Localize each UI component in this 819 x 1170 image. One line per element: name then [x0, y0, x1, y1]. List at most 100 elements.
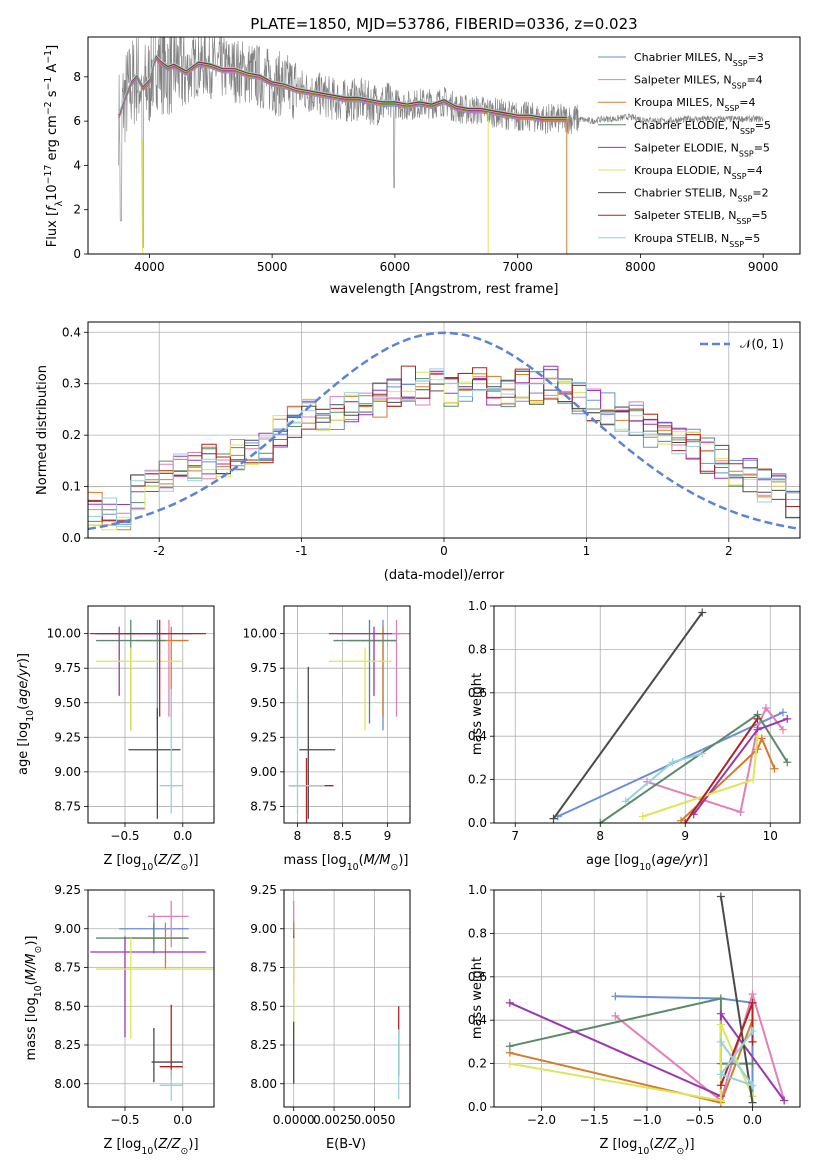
y-tick-label: 1.0 [468, 599, 487, 613]
x-axis-label: E(B-V) [326, 1137, 366, 1152]
y-tick-label: 8.50 [54, 999, 81, 1013]
age-z-axes: −0.5 0.0 8.75 9.00 9.25 9.50 9.75 10.00 Z [log10… [16, 605, 215, 873]
mass-weight-line [615, 995, 754, 1097]
mass-weight-line [680, 735, 776, 822]
y-tick-label: 9.25 [250, 883, 277, 897]
mass-weight-marker [783, 714, 792, 723]
y-tick-label: 0.0 [62, 531, 81, 545]
y-tick-label: 0.4 [62, 325, 81, 339]
x-axis-label: mass [log10(M/M⊙)] [284, 853, 409, 873]
residual-histogram [88, 368, 800, 527]
y-tick-label: 0.4 [468, 1013, 487, 1027]
plot-area [90, 619, 206, 819]
x-tick-label: −1.5 [580, 1113, 609, 1127]
y-tick-label: 0.2 [468, 773, 487, 787]
y-tick-label: 8.75 [54, 799, 81, 813]
legend-label: Salpeter STELIB, NSSP=5 [634, 209, 767, 226]
legend-label: Chabrier MILES, NSSP=3 [634, 51, 764, 68]
mass-weight-marker [748, 1059, 757, 1068]
x-axis-label: age [log10(age/yr)] [586, 853, 708, 873]
y-axis-label: mass [log10(M/M⊙)] [24, 936, 44, 1061]
legend-label: Salpeter MILES, NSSP=4 [634, 74, 763, 91]
mass-weight-marker [549, 814, 558, 823]
axes-frame [87, 889, 215, 1108]
y-tick-label: 10.00 [47, 627, 81, 641]
mass-weight-marker [748, 1027, 757, 1036]
mass-weight-marker [748, 1037, 757, 1046]
mass-weight-marker [698, 749, 707, 758]
x-tick-label: 8.5 [333, 829, 352, 843]
legend-label: Kroupa STELIB, NSSP=5 [634, 232, 760, 249]
mass-weight-marker [779, 708, 787, 717]
mass-weight-marker [770, 764, 779, 773]
x-tick-label: 8 [596, 829, 604, 843]
plot-area [118, 37, 764, 254]
y-tick-label: 9.25 [54, 730, 81, 744]
y-tick-label: 8.00 [250, 1077, 277, 1091]
plot-area [90, 900, 214, 1101]
mass-weight-marker [780, 1096, 789, 1105]
plot-area [293, 900, 400, 1100]
mass-weight-marker [716, 1009, 725, 1018]
mass-weight-marker [716, 994, 725, 1003]
y-tick-label: 9.00 [54, 765, 81, 779]
x-tick-label: 9000 [748, 260, 779, 274]
y-tick-label: 0 [73, 247, 81, 261]
y-tick-label: 8.25 [250, 1038, 277, 1052]
mass-weight-marker [505, 1059, 514, 1068]
y-tick-label: 2 [73, 203, 81, 217]
legend-label: Kroupa MILES, NSSP=4 [634, 96, 755, 113]
y-tick-label: 0.6 [468, 970, 487, 984]
mass-weight-marker [716, 1096, 725, 1105]
y-axis-label: Normed distribution [35, 365, 50, 495]
x-tick-label: 9 [384, 829, 392, 843]
mass-weight-line [509, 1019, 754, 1104]
x-tick-label: 8000 [625, 260, 656, 274]
y-axis-label: Flux [fλ10−17 erg cm−2 s−1 A−1] [43, 45, 65, 247]
mass-weight-marker [681, 819, 690, 823]
axes-frame [87, 605, 215, 824]
y-tick-label: 0.0 [468, 1100, 487, 1114]
legend-label: 𝒩(0, 1) [740, 337, 784, 351]
normal-curve [88, 331, 800, 531]
mass-weight-marker [611, 992, 620, 1001]
y-tick-label: 8.25 [54, 1038, 81, 1052]
y-tick-label: 9.00 [54, 922, 81, 936]
y-tick-label: 8 [73, 70, 81, 84]
mass-weight-line [719, 1030, 756, 1088]
y-tick-label: 9.25 [54, 883, 81, 897]
mass-weight-marker [783, 758, 792, 767]
axes-frame [283, 889, 411, 1108]
y-tick-label: 9.00 [250, 922, 277, 936]
mass-weight-marker [677, 816, 685, 823]
y-tick-label: 8.75 [54, 961, 81, 975]
mass-weight-marker [611, 1011, 620, 1020]
plot-area [505, 892, 789, 1107]
x-tick-label: 10 [763, 829, 778, 843]
mass-weight-marker [716, 1081, 725, 1090]
y-tick-label: 9.25 [250, 730, 277, 744]
x-tick-label: 4000 [134, 260, 165, 274]
mass-weight-marker [668, 758, 677, 767]
mass-weight-marker [736, 808, 745, 817]
mass-weight-marker [716, 1020, 725, 1029]
mass-weight-marker [698, 608, 707, 617]
x-tick-label: 0.0050 [353, 1113, 395, 1127]
x-tick-label: 0.0000 [273, 1113, 315, 1127]
x-tick-label: 0.0 [173, 1113, 192, 1127]
legend-label: Chabrier STELIB, NSSP=2 [634, 187, 769, 204]
x-tick-label: 0 [440, 544, 448, 558]
observed-spectrum-line [118, 37, 764, 248]
y-tick-label: 0.6 [468, 686, 487, 700]
x-tick-label: −2.0 [527, 1113, 556, 1127]
y-tick-label: 9.50 [250, 696, 277, 710]
y-axis-label: age [log10(age/yr)] [16, 653, 36, 775]
mass-weight-marker [716, 1037, 725, 1046]
y-tick-label: 0.8 [468, 926, 487, 940]
mass-weight-marker [596, 819, 605, 823]
y-tick-label: 9.75 [54, 661, 81, 675]
mass-weight-line [614, 990, 786, 1103]
x-axis-label: (data-model)/error [384, 568, 505, 583]
